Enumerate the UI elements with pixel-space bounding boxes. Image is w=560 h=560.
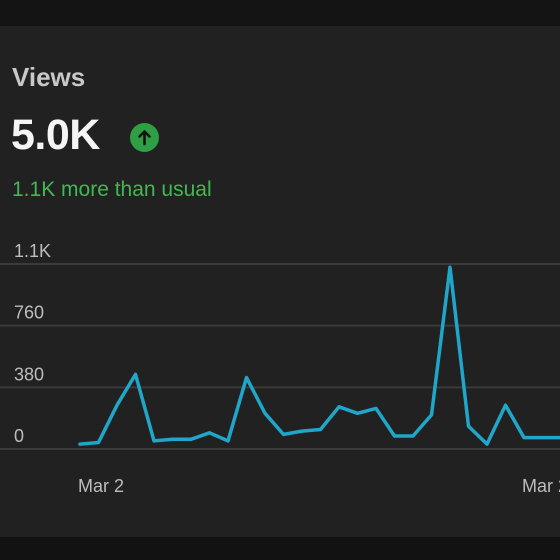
y-tick-label: 1.1K [14,241,51,261]
delta-text: 1.1K more than usual [12,178,212,201]
x-tick-label: Mar 2 [78,476,124,496]
bottom-bar [0,537,560,560]
views-series-line [78,265,560,446]
views-line-chart: 0 380 760 1.1K Mar 2 Mar 2 [0,241,560,496]
metric-label: Views [12,62,86,92]
top-bar [0,0,560,26]
y-tick-label: 760 [14,303,44,323]
x-tick-label: Mar 2 [522,476,560,496]
arrow-up-circle-icon [130,123,159,152]
metric-value: 5.0K [11,111,100,159]
y-tick-label: 380 [14,364,44,384]
y-tick-label: 0 [14,426,24,446]
views-card: Views 5.0K 1.1K more than usual 0 380 760 1… [0,26,560,537]
